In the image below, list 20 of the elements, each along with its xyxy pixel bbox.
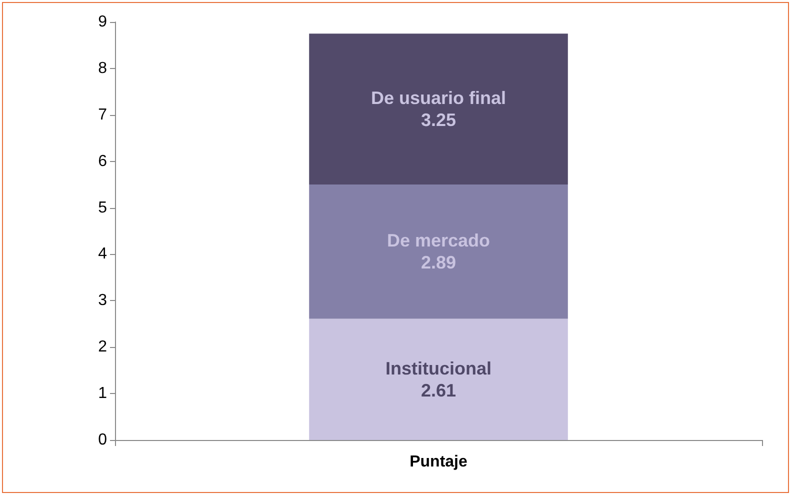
series-label: Institucional bbox=[385, 358, 492, 378]
y-tick-label: 4 bbox=[98, 246, 108, 263]
y-tick-label: 8 bbox=[98, 60, 108, 77]
bar bbox=[309, 34, 568, 185]
y-tick-label: 9 bbox=[98, 14, 108, 30]
y-tick-label: 5 bbox=[98, 199, 108, 216]
data-label: 2.89 bbox=[420, 252, 456, 273]
y-tick-label: 2 bbox=[98, 338, 108, 356]
y-tick-label: 3 bbox=[98, 292, 108, 310]
series-label: De mercado bbox=[386, 230, 490, 251]
y-tick-label: 7 bbox=[98, 106, 108, 124]
x-tick-label: Puntaje bbox=[410, 454, 468, 470]
bar bbox=[309, 318, 568, 440]
y-tick-label: 6 bbox=[98, 152, 108, 170]
data-label: 3.25 bbox=[420, 110, 456, 130]
bar bbox=[309, 184, 568, 319]
y-tick-label: 0 bbox=[98, 432, 108, 448]
data-label: 2.61 bbox=[420, 380, 456, 400]
y-tick-label: 1 bbox=[98, 385, 108, 402]
series-label: De usuario final bbox=[370, 88, 506, 108]
